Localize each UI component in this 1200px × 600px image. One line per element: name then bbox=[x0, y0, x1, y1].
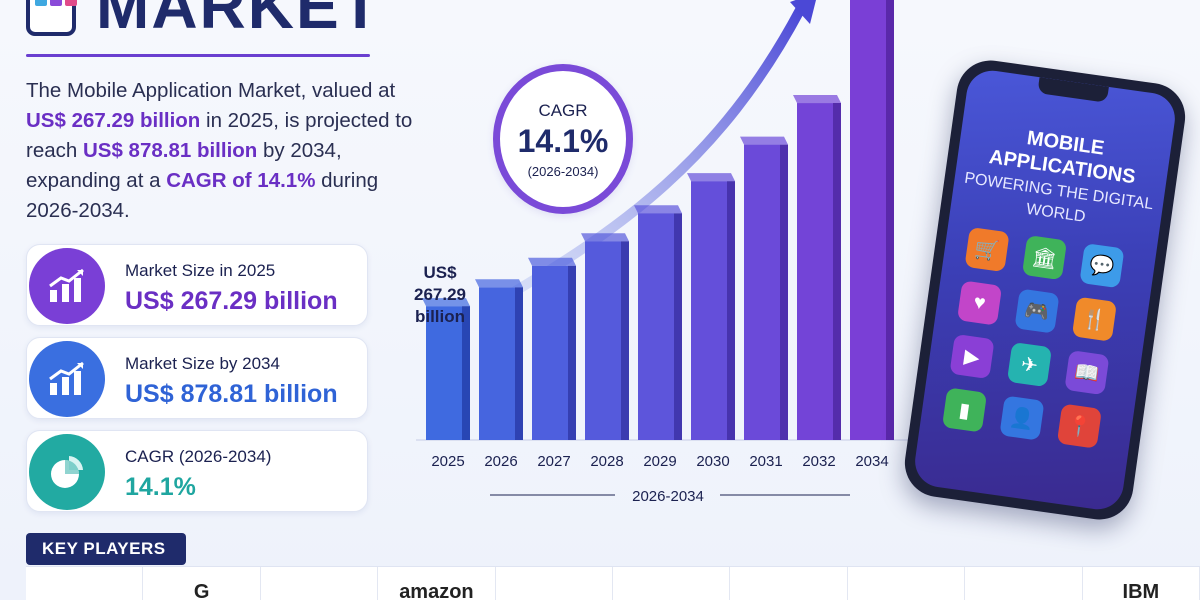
desc-text-1: The Mobile Application Market, valued at bbox=[26, 79, 396, 102]
desc-value-2034: US$ 878.81 billion bbox=[82, 139, 258, 162]
bar-2034 bbox=[850, 0, 894, 440]
bar-2029 bbox=[634, 205, 682, 440]
app-icon-grid: 🛒 🏛 💬 ♥ 🎮 🍴 ▶ ✈ 📖 ▮ 👤 📍 bbox=[941, 226, 1125, 449]
key-player-logo: G bbox=[143, 567, 261, 600]
smartphone-illustration: MOBILE APPLICATIONS POWERING THE DIGITAL… bbox=[900, 56, 1190, 524]
x-tick-label-2030: 2030 bbox=[696, 453, 729, 470]
x-tick-label-2031: 2031 bbox=[749, 453, 782, 470]
plane-icon: ✈ bbox=[1006, 341, 1053, 388]
market-logo-icon bbox=[26, 0, 77, 36]
stat-card-market-2025: Market Size in 2025 US$ 267.29 billion bbox=[26, 244, 368, 326]
desc-value-cagr: CAGR of 14.1% bbox=[166, 169, 316, 192]
desc-value-2025: US$ 267.29 billion bbox=[26, 109, 201, 132]
bar-chart-growth-icon bbox=[29, 248, 105, 324]
user-icon: 👤 bbox=[999, 395, 1045, 441]
desc-text-3: by 2034, expanding at a bbox=[26, 139, 342, 192]
key-player-logo bbox=[613, 567, 731, 600]
bar-2027 bbox=[528, 257, 576, 440]
forecast-period-label: 2026-2034 bbox=[632, 488, 704, 505]
desc-text-4: during 2026-2034. bbox=[26, 169, 379, 222]
market-growth-chart: 2025 2026 2027 2028 2029 2030 2031 2032 2034 202… bbox=[416, 0, 910, 505]
x-tick-label-2032: 2032 bbox=[802, 453, 835, 470]
x-tick-label-2026: 2026 bbox=[484, 453, 517, 470]
bar-2025 bbox=[422, 298, 470, 440]
key-player-logo bbox=[261, 567, 379, 600]
key-player-logo: IBM bbox=[1083, 567, 1200, 600]
key-player-logo bbox=[965, 567, 1083, 600]
location-pin-icon: 📍 bbox=[1056, 403, 1102, 449]
key-player-logo bbox=[730, 567, 848, 600]
heart-icon: ♥ bbox=[956, 280, 1003, 326]
x-tick-label-2028: 2028 bbox=[590, 453, 623, 470]
key-player-logo bbox=[848, 567, 966, 600]
cagr-badge-period: (2026-2034) bbox=[527, 164, 599, 179]
stat-label: Market Size in 2025 bbox=[125, 261, 276, 280]
stat-label: Market Size by 2034 bbox=[125, 354, 280, 373]
bank-icon: 🏛 bbox=[1021, 235, 1068, 281]
market-description: The Mobile Application Market, valued at… bbox=[26, 76, 436, 226]
cart-icon: 🛒 bbox=[964, 226, 1010, 273]
gamepad-icon: 🎮 bbox=[1014, 288, 1060, 334]
book-icon: 📖 bbox=[1064, 350, 1110, 396]
cagr-badge-value: 14.1% bbox=[517, 123, 609, 159]
first-bar-value-label: US$ 267.29 billion bbox=[414, 263, 466, 326]
stat-card-market-2034: Market Size by 2034 US$ 878.81 billion bbox=[26, 337, 368, 419]
forecast-period-axis: 2026-2034 bbox=[490, 488, 850, 505]
cagr-badge: CAGR 14.1% (2026-2034) bbox=[493, 64, 633, 214]
desc-text-2: in 2025, is projected to reach bbox=[26, 109, 413, 162]
x-tick-label-2027: 2027 bbox=[537, 453, 570, 470]
fork-knife-icon: 🍴 bbox=[1071, 296, 1118, 342]
bar-2028 bbox=[581, 233, 629, 440]
x-tick-label-2029: 2029 bbox=[643, 453, 676, 470]
stat-card-cagr: CAGR (2026-2034) 14.1% bbox=[26, 430, 368, 512]
key-players-label: KEY PLAYERS bbox=[26, 533, 186, 565]
stat-value: US$ 878.81 billion bbox=[125, 380, 338, 408]
x-tick-label-2034: 2034 bbox=[855, 453, 888, 470]
cagr-badge-title: CAGR bbox=[538, 101, 588, 120]
phone-screen: MOBILE APPLICATIONS POWERING THE DIGITAL… bbox=[911, 67, 1179, 513]
phone-notch bbox=[1037, 77, 1109, 103]
key-player-logo bbox=[496, 567, 614, 600]
stat-label: CAGR (2026-2034) bbox=[125, 447, 272, 466]
bar-2030 bbox=[687, 173, 735, 440]
stats-icon: ▮ bbox=[941, 387, 988, 433]
x-tick-label-2025: 2025 bbox=[431, 453, 464, 470]
title-divider bbox=[26, 54, 370, 57]
stat-value: 14.1% bbox=[125, 473, 196, 501]
bar-2026 bbox=[475, 279, 523, 440]
stat-value: US$ 267.29 billion bbox=[125, 287, 338, 315]
key-player-logo bbox=[26, 567, 144, 600]
bar-2032 bbox=[793, 95, 841, 440]
bar-2031 bbox=[740, 136, 788, 441]
key-player-logo: amazon bbox=[378, 567, 496, 600]
bar-chart-growth-icon bbox=[29, 341, 105, 417]
pie-chart-icon bbox=[29, 434, 105, 510]
play-icon: ▶ bbox=[949, 333, 995, 380]
page-title: MARKET bbox=[96, 0, 382, 42]
chat-icon: 💬 bbox=[1079, 243, 1125, 289]
